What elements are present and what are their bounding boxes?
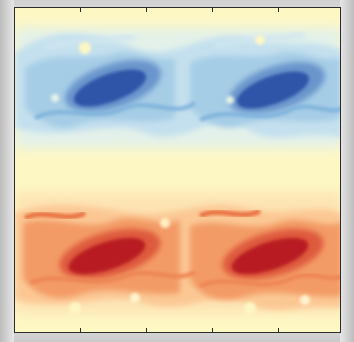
frame-left-shadow (0, 0, 14, 342)
heatmap-image (15, 8, 340, 332)
negative-vortex-band (15, 28, 340, 148)
heatmap-plot-area (14, 7, 341, 333)
frame-right-shadow (340, 0, 354, 342)
positive-vortex-band (15, 193, 340, 314)
